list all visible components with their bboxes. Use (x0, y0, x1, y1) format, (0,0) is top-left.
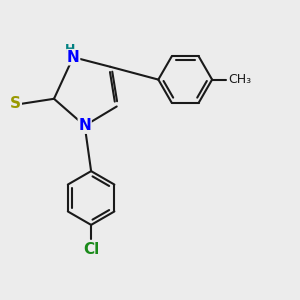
Text: N: N (67, 50, 80, 65)
Text: H: H (65, 43, 75, 56)
Text: Cl: Cl (83, 242, 99, 257)
Text: N: N (78, 118, 91, 133)
Text: S: S (10, 96, 21, 111)
Text: CH₃: CH₃ (228, 73, 251, 86)
